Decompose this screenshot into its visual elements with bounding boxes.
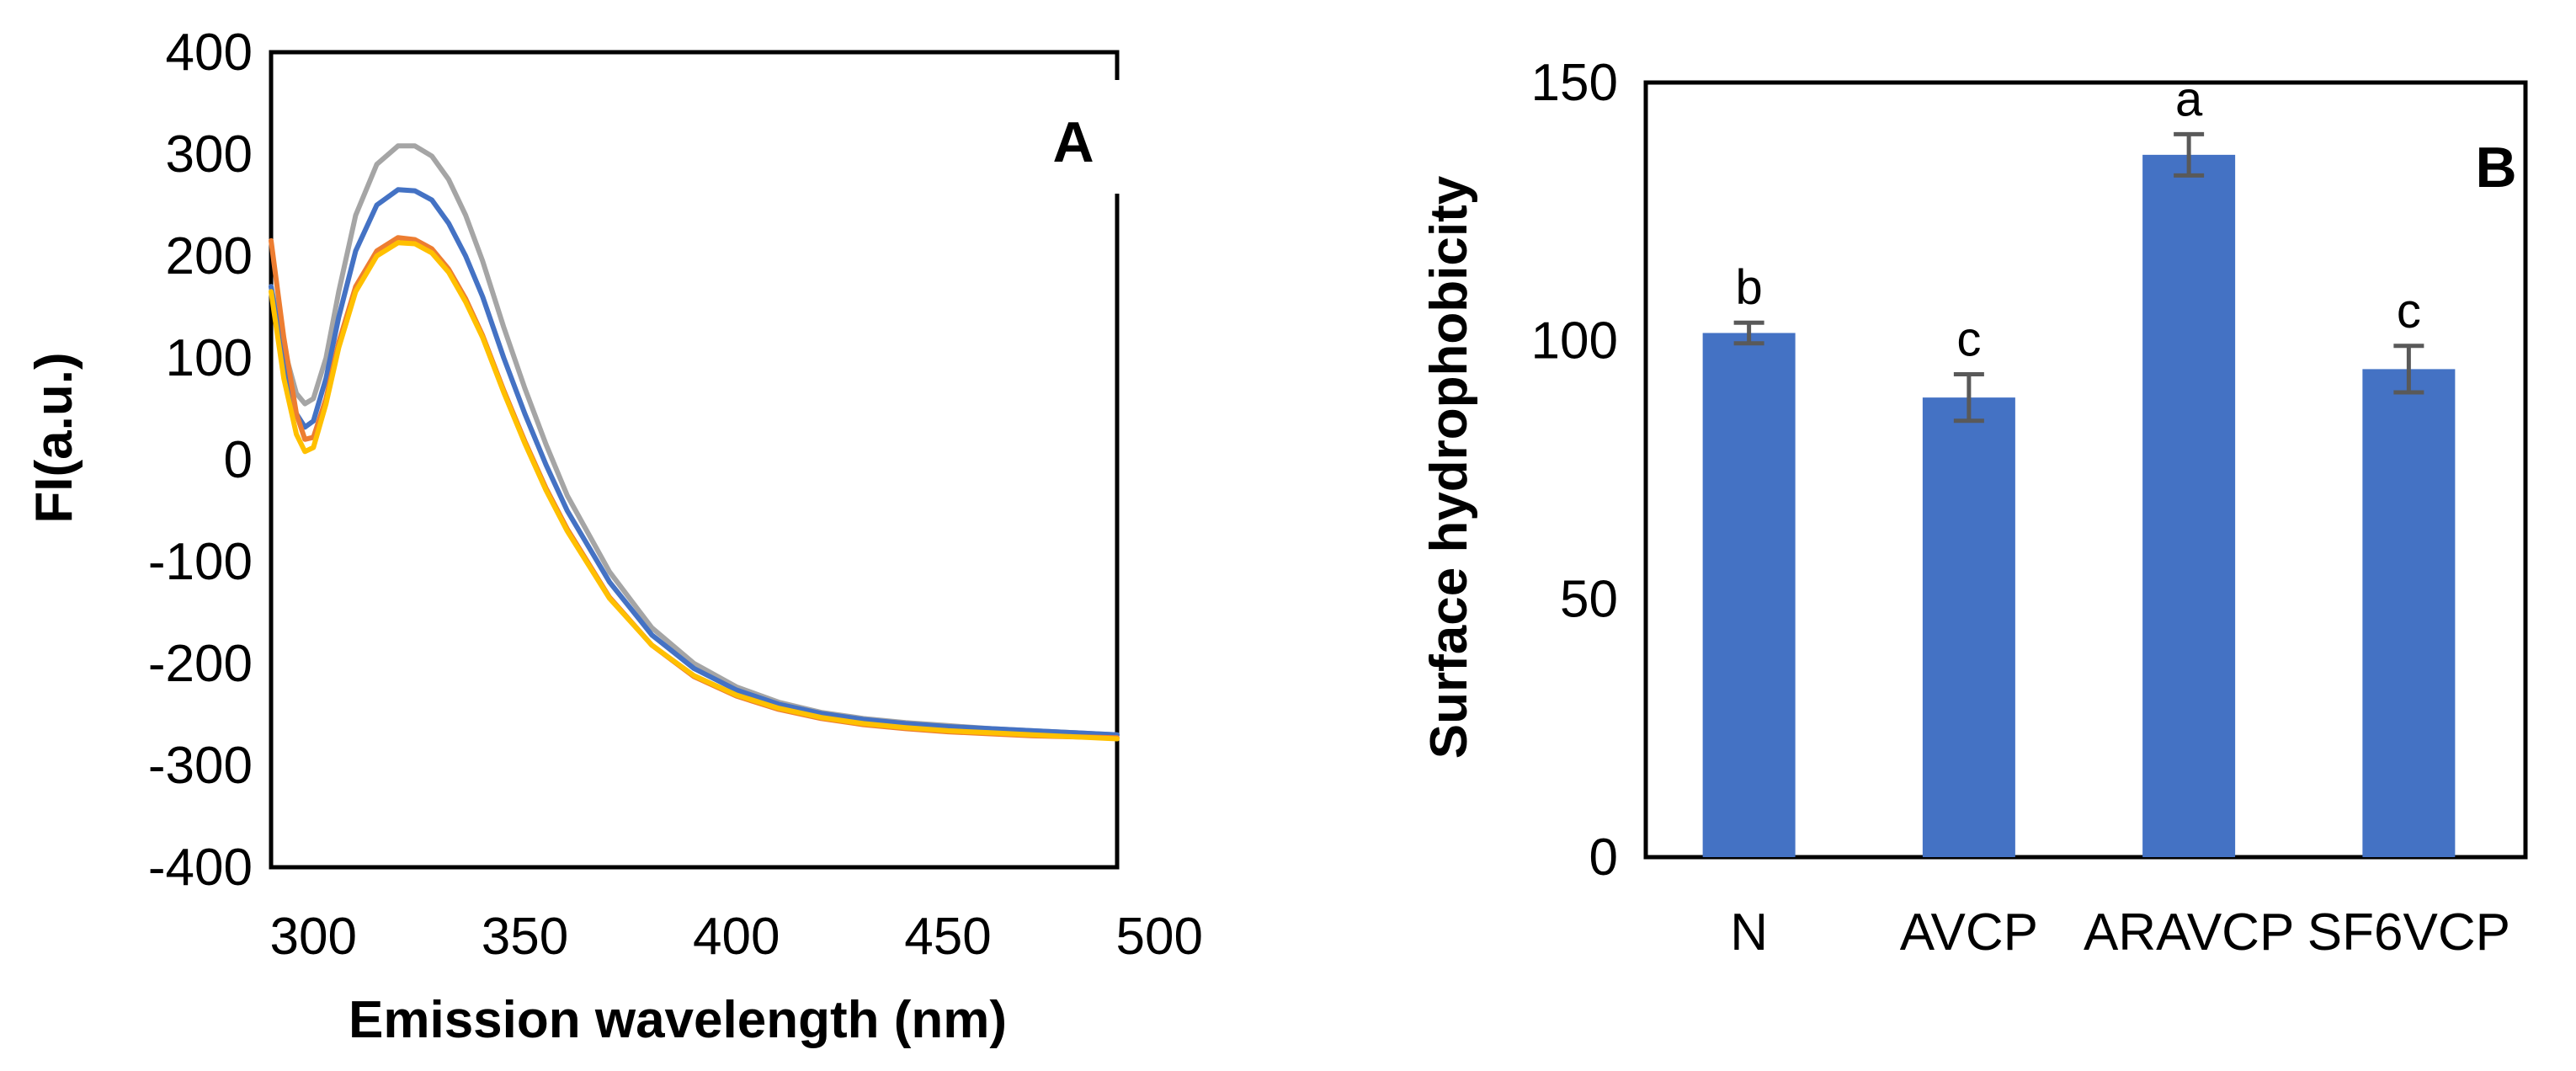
series-line-yellow — [269, 240, 1120, 742]
y-tick-label: 200 — [166, 227, 253, 285]
y-tick-label: -200 — [148, 635, 253, 693]
y-tick-label: 0 — [1589, 829, 1618, 887]
panel-a-y-ticks: 400 300 200 100 0 -100 -200 -300 -400 — [148, 24, 253, 897]
bar-aravcp — [2142, 154, 2236, 857]
y-tick-label: 0 — [224, 431, 253, 489]
panel-a-plot-frame — [269, 50, 1120, 870]
y-tick-label: 100 — [166, 329, 253, 387]
bar-avcp — [1922, 397, 2015, 858]
series-line-gray — [269, 143, 1120, 738]
y-tick-label: -400 — [148, 839, 253, 897]
category-label-aravcp: ARAVCP — [2084, 903, 2294, 962]
panel-a-label: A — [1052, 110, 1094, 174]
x-tick-label: 300 — [270, 908, 357, 966]
bar-n — [1702, 333, 1796, 857]
significance-label: b — [1735, 260, 1762, 315]
x-tick-label: 450 — [904, 908, 991, 966]
x-tick-label: 350 — [482, 908, 568, 966]
category-label-sf6vcp: SF6VCP — [2307, 903, 2510, 962]
panel-a-y-axis-title: FI(a.u.) — [25, 352, 83, 523]
category-label-avcp: AVCP — [1900, 903, 2038, 962]
y-tick-label: -300 — [148, 737, 253, 795]
panel-b-y-axis-title: Surface hydrophobicity — [1420, 175, 1478, 759]
panel-a-x-ticks: 300 350 400 450 500 — [270, 908, 1203, 966]
series-line-blue — [269, 187, 1120, 738]
panel-b-x-ticks: N AVCP ARAVCP SF6VCP — [1730, 903, 2510, 962]
y-tick-label: 50 — [1560, 570, 1618, 628]
panel-a-x-axis-title: Emission wavelength (nm) — [349, 991, 1007, 1049]
bar-sf6vcp — [2362, 369, 2456, 857]
x-tick-label: 400 — [693, 908, 780, 966]
x-tick-label: 500 — [1116, 908, 1203, 966]
panel-b-bar-chart: b c a c 150 100 50 0 N AVCP ARAVCP SF6VCP B Surfa… — [1420, 54, 2528, 962]
panel-a-frame-gap — [1103, 80, 1128, 194]
significance-label: c — [1956, 312, 1981, 367]
significance-label: c — [2397, 284, 2421, 338]
y-tick-label: -100 — [148, 533, 253, 591]
y-tick-label: 150 — [1531, 54, 1618, 112]
y-tick-label: 300 — [166, 125, 253, 184]
panel-a-series-group — [269, 143, 1120, 742]
panel-b-bars-group: b c a c — [1702, 72, 2456, 858]
y-tick-label: 100 — [1531, 312, 1618, 370]
panel-b-y-ticks: 150 100 50 0 — [1531, 54, 1618, 887]
significance-label: a — [2175, 72, 2203, 126]
panel-b-plot-frame — [1643, 80, 2528, 860]
category-label-n: N — [1730, 903, 1768, 962]
y-tick-label: 400 — [166, 24, 253, 82]
panel-b-label: B — [2475, 136, 2516, 200]
